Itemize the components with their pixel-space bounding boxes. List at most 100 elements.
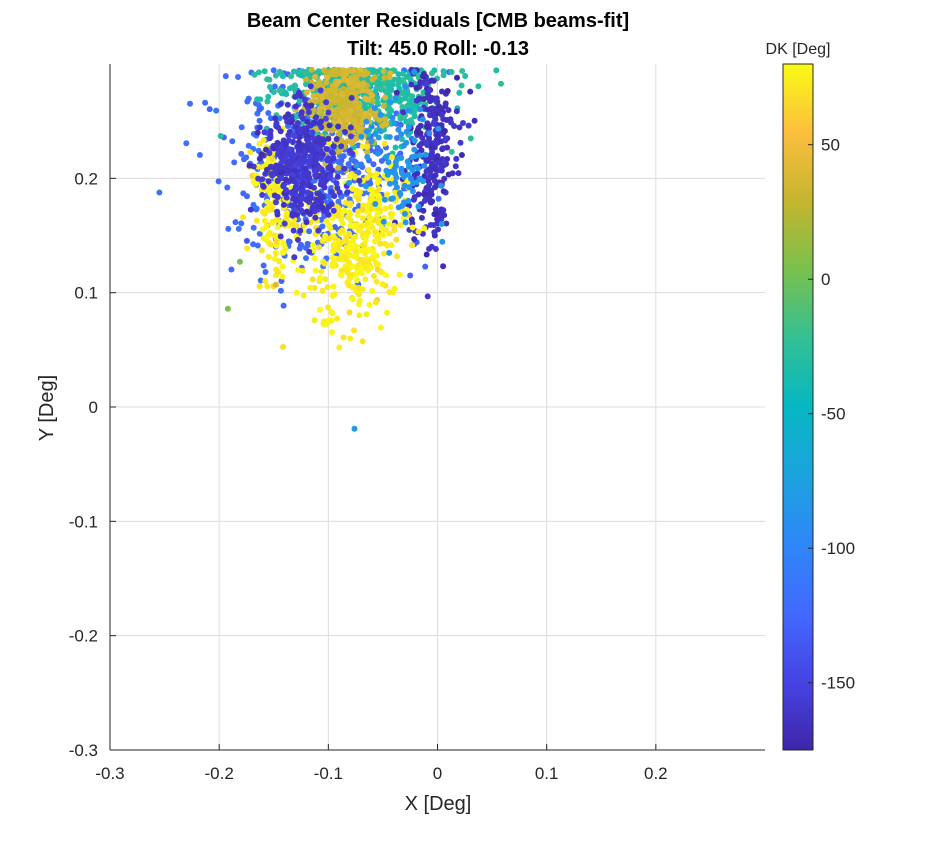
colorbar-tick-label: -150 xyxy=(821,674,855,693)
data-point xyxy=(356,177,363,184)
data-point xyxy=(357,264,364,271)
data-point xyxy=(329,292,336,299)
data-point xyxy=(393,89,400,96)
data-point xyxy=(406,184,413,191)
data-point xyxy=(346,309,353,316)
data-point xyxy=(356,297,363,304)
data-point xyxy=(338,254,345,261)
data-point xyxy=(253,217,260,224)
data-point xyxy=(376,80,383,87)
data-point xyxy=(308,66,315,73)
data-point xyxy=(371,74,378,81)
data-point xyxy=(356,71,363,77)
data-point xyxy=(418,214,425,221)
data-point xyxy=(440,145,446,152)
data-point xyxy=(410,196,417,203)
data-point xyxy=(310,93,317,99)
data-point xyxy=(368,186,375,193)
data-point xyxy=(346,202,353,209)
data-point xyxy=(275,151,281,158)
data-point xyxy=(431,114,438,121)
data-point xyxy=(289,210,296,217)
data-point xyxy=(353,135,360,142)
data-point xyxy=(303,196,310,203)
data-point xyxy=(389,114,396,121)
data-point xyxy=(297,147,304,154)
data-point xyxy=(254,129,261,136)
data-point xyxy=(263,223,270,230)
data-point xyxy=(370,273,377,279)
data-point xyxy=(306,248,313,255)
data-point xyxy=(238,124,245,131)
data-point xyxy=(225,225,232,232)
data-point xyxy=(351,327,357,334)
data-point xyxy=(416,142,423,149)
data-point xyxy=(302,165,309,172)
data-point xyxy=(375,261,381,268)
data-point xyxy=(318,268,325,275)
data-point xyxy=(374,210,381,217)
data-point xyxy=(228,266,235,273)
x-tick-label: -0.1 xyxy=(314,764,343,783)
data-point xyxy=(386,180,393,187)
data-point xyxy=(231,159,238,166)
data-point xyxy=(431,177,438,184)
data-point xyxy=(430,120,437,127)
data-point xyxy=(319,287,326,294)
data-point xyxy=(243,237,250,244)
data-point xyxy=(267,131,274,138)
data-point xyxy=(373,68,380,75)
data-point xyxy=(351,425,358,432)
data-point xyxy=(339,208,346,215)
data-point xyxy=(429,105,436,112)
data-point xyxy=(284,101,291,108)
data-point xyxy=(339,91,346,98)
data-point xyxy=(382,226,389,233)
data-point xyxy=(386,94,393,101)
data-point xyxy=(325,203,332,210)
data-point xyxy=(347,124,354,131)
data-point xyxy=(372,299,379,306)
data-point xyxy=(327,93,334,100)
data-point xyxy=(245,142,252,149)
data-point xyxy=(309,276,316,283)
data-point xyxy=(493,67,500,74)
data-point xyxy=(359,143,366,150)
data-point xyxy=(366,301,373,308)
data-point xyxy=(310,203,317,210)
data-point xyxy=(319,204,326,211)
data-point xyxy=(267,241,274,248)
data-point xyxy=(356,125,363,131)
data-point xyxy=(432,97,439,104)
data-point xyxy=(421,225,428,232)
data-point xyxy=(386,74,393,81)
chart-title: Beam Center Residuals [CMB beams-fit] xyxy=(247,10,629,32)
data-point xyxy=(363,233,370,240)
data-point xyxy=(432,210,439,217)
data-point xyxy=(467,88,474,95)
colorbar-tick-label: -50 xyxy=(821,405,846,424)
data-point xyxy=(357,247,364,254)
data-point xyxy=(419,73,426,80)
data-point xyxy=(229,138,236,145)
data-point xyxy=(423,168,430,175)
data-point xyxy=(284,118,291,125)
data-point xyxy=(372,201,379,207)
data-point xyxy=(342,236,349,243)
data-point xyxy=(279,73,286,80)
data-point xyxy=(399,104,406,110)
data-point xyxy=(304,158,311,165)
data-point xyxy=(367,215,374,222)
data-point xyxy=(368,138,375,145)
data-point xyxy=(402,219,409,226)
data-point xyxy=(280,201,287,208)
data-point xyxy=(283,150,290,157)
data-point xyxy=(400,109,407,116)
data-point xyxy=(293,185,300,192)
data-point xyxy=(244,245,251,252)
data-point xyxy=(348,242,355,249)
data-point xyxy=(274,224,281,231)
data-point xyxy=(438,167,445,174)
data-point xyxy=(280,344,286,350)
data-point xyxy=(397,222,404,228)
